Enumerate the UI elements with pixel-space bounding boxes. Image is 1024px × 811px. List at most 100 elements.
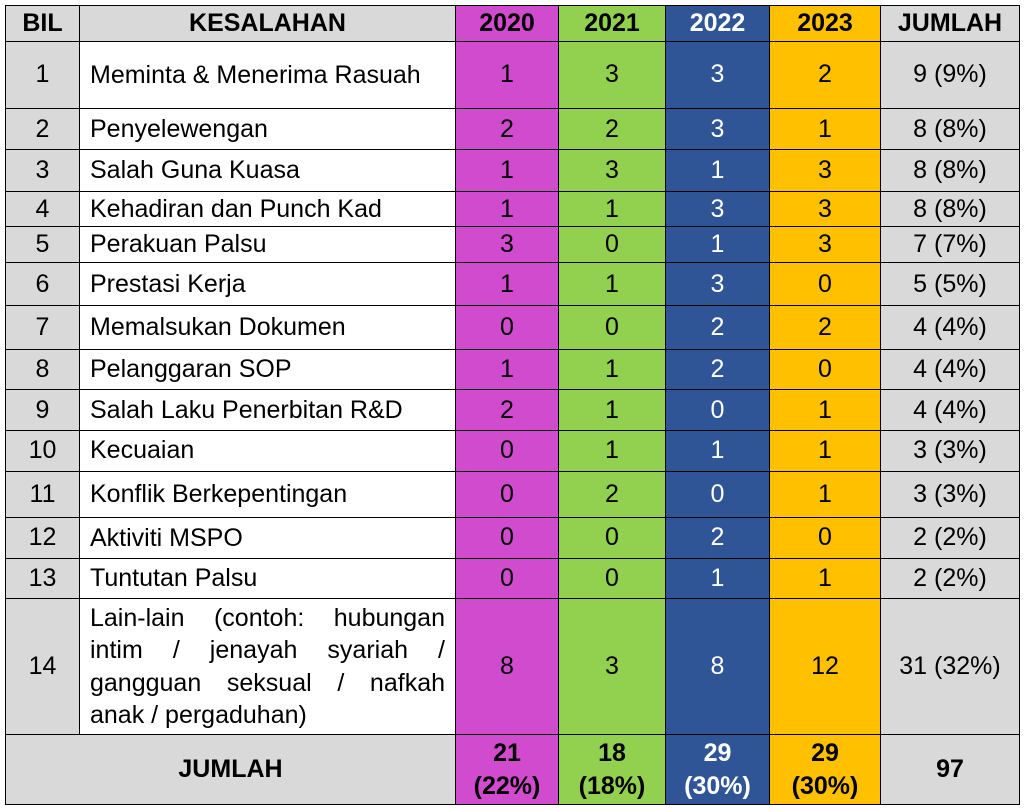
cell-2021: 3: [558, 149, 666, 192]
total-row: JUMLAH 21 (22%) 18 (18%) 29 (30%) 29 (30…: [5, 734, 1020, 805]
cell-jumlah: 4 (4%): [880, 389, 1020, 431]
cell-2021: 1: [558, 190, 666, 228]
cell-2023: 2: [769, 305, 881, 350]
total-2023: 29 (30%): [769, 734, 881, 805]
cell-2023: 2: [769, 41, 881, 109]
cell-2021: 3: [558, 41, 666, 109]
cell-kesalahan: Tuntutan Palsu: [79, 557, 456, 600]
table-row: 13 Tuntutan Palsu 0 0 1 1 2 (2%): [5, 557, 1020, 600]
cell-2021: 2: [558, 470, 666, 519]
table-row: 6 Prestasi Kerja 1 1 3 0 5 (5%): [5, 261, 1020, 307]
header-kesalahan: KESALAHAN: [79, 5, 456, 42]
cell-2021: 3: [558, 598, 666, 735]
cell-2020: 0: [455, 429, 559, 472]
cell-2022: 0: [665, 470, 770, 519]
cell-jumlah: 2 (2%): [880, 517, 1020, 559]
cell-2022: 2: [665, 517, 770, 559]
cell-2020: 0: [455, 517, 559, 559]
cell-jumlah: 9 (9%): [880, 41, 1020, 109]
cell-2022: 2: [665, 305, 770, 350]
cell-2020: 0: [455, 305, 559, 350]
total-2021: 18 (18%): [558, 734, 666, 805]
cell-jumlah: 8 (8%): [880, 190, 1020, 228]
cell-kesalahan: Perakuan Palsu: [79, 226, 456, 263]
offences-table: BIL KESALAHAN 2020 2021 2022 2023 JUMLAH…: [5, 5, 1020, 805]
cell-jumlah: 3 (3%): [880, 429, 1020, 472]
total-2021-count: 18: [598, 739, 626, 767]
cell-2020: 1: [455, 41, 559, 109]
table-row: 5 Perakuan Palsu 3 0 1 3 7 (7%): [5, 226, 1020, 263]
cell-bil: 12: [5, 517, 80, 559]
table-row: 8 Pelanggaran SOP 1 1 2 0 4 (4%): [5, 348, 1020, 391]
table-row: 14 Lain-lain (contoh: hubungan intim / je…: [5, 598, 1020, 735]
cell-2023: 1: [769, 557, 881, 600]
total-2021-pct: (18%): [578, 771, 646, 800]
cell-2020: 2: [455, 107, 559, 151]
table-body: 1 Meminta & Menerima Rasuah 1 3 3 2 9 (9%) 2 Pen…: [5, 41, 1020, 735]
cell-2022: 1: [665, 149, 770, 192]
cell-2022: 1: [665, 226, 770, 263]
cell-bil: 11: [5, 470, 80, 519]
table-row: 11 Konflik Berkepentingan 0 2 0 1 3 (3%): [5, 470, 1020, 519]
cell-bil: 3: [5, 149, 80, 192]
cell-kesalahan: Salah Guna Kuasa: [79, 149, 456, 192]
cell-jumlah: 5 (5%): [880, 261, 1020, 307]
cell-2022: 3: [665, 261, 770, 307]
total-2020-count: 21: [493, 739, 521, 767]
cell-2020: 1: [455, 348, 559, 391]
cell-2023: 1: [769, 107, 881, 151]
cell-2022: 3: [665, 107, 770, 151]
cell-bil: 8: [5, 348, 80, 391]
header-jumlah: JUMLAH: [880, 5, 1020, 42]
cell-bil: 13: [5, 557, 80, 600]
header-2020: 2020: [455, 5, 559, 42]
cell-2021: 1: [558, 429, 666, 472]
cell-jumlah: 4 (4%): [880, 348, 1020, 391]
cell-2021: 1: [558, 389, 666, 431]
cell-bil: 2: [5, 107, 80, 151]
cell-2022: 1: [665, 557, 770, 600]
cell-jumlah: 4 (4%): [880, 305, 1020, 350]
cell-2022: 3: [665, 41, 770, 109]
total-2023-count: 29: [811, 739, 839, 767]
cell-kesalahan: Aktiviti MSPO: [79, 517, 456, 559]
table-row: 4 Kehadiran dan Punch Kad 1 1 3 3 8 (8%): [5, 190, 1020, 228]
cell-2021: 0: [558, 557, 666, 600]
total-2022: 29 (30%): [665, 734, 770, 805]
total-2022-pct: (30%): [684, 771, 751, 800]
header-row: BIL KESALAHAN 2020 2021 2022 2023 JUMLAH: [5, 5, 1020, 42]
cell-bil: 5: [5, 226, 80, 263]
header-2021: 2021: [558, 5, 666, 42]
cell-bil: 14: [5, 598, 80, 735]
cell-kesalahan: Pelanggaran SOP: [79, 348, 456, 391]
cell-bil: 10: [5, 429, 80, 472]
cell-kesalahan: Penyelewengan: [79, 107, 456, 151]
total-2020: 21 (22%): [455, 734, 559, 805]
cell-2020: 0: [455, 557, 559, 600]
cell-kesalahan: Salah Laku Penerbitan R&D: [79, 389, 456, 431]
cell-2021: 1: [558, 261, 666, 307]
header-2022: 2022: [665, 5, 770, 42]
cell-2022: 8: [665, 598, 770, 735]
cell-jumlah: 8 (8%): [880, 149, 1020, 192]
cell-2021: 2: [558, 107, 666, 151]
table-row: 2 Penyelewengan 2 2 3 1 8 (8%): [5, 107, 1020, 151]
cell-2022: 2: [665, 348, 770, 391]
cell-bil: 4: [5, 190, 80, 228]
table-row: 3 Salah Guna Kuasa 1 3 1 3 8 (8%): [5, 149, 1020, 192]
cell-bil: 7: [5, 305, 80, 350]
cell-2020: 1: [455, 149, 559, 192]
cell-kesalahan: Meminta & Menerima Rasuah: [79, 41, 456, 109]
cell-jumlah: 2 (2%): [880, 557, 1020, 600]
table-row: 7 Memalsukan Dokumen 0 0 2 2 4 (4%): [5, 305, 1020, 350]
cell-2022: 0: [665, 389, 770, 431]
header-bil: BIL: [5, 5, 80, 42]
cell-2020: 1: [455, 261, 559, 307]
cell-2023: 1: [769, 389, 881, 431]
cell-jumlah: 8 (8%): [880, 107, 1020, 151]
cell-2023: 3: [769, 226, 881, 263]
cell-2023: 3: [769, 149, 881, 192]
total-2022-count: 29: [703, 739, 732, 767]
cell-kesalahan: Prestasi Kerja: [79, 261, 456, 307]
header-2023: 2023: [769, 5, 881, 42]
